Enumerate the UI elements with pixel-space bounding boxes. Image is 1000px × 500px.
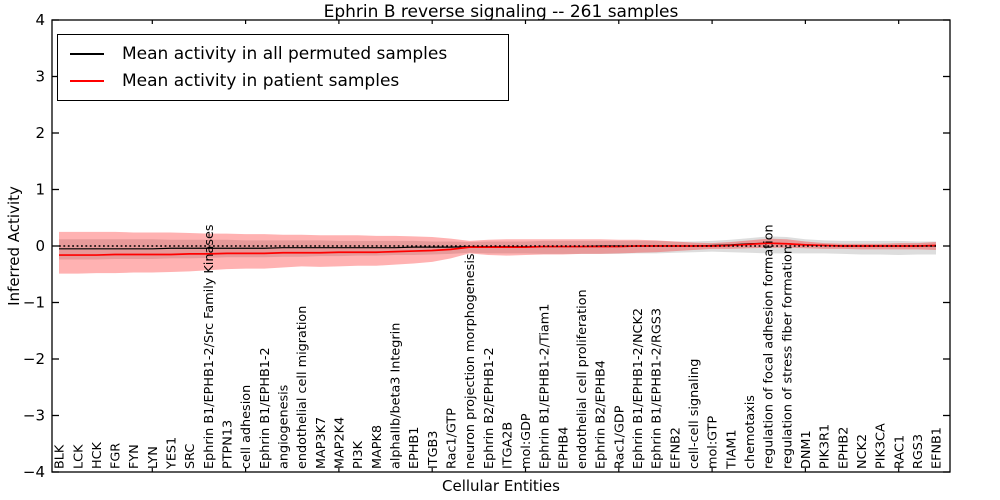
category-label: endothelial cell migration (295, 306, 310, 469)
category-label: cell adhesion (239, 385, 254, 469)
svg-text:1: 1 (35, 181, 45, 199)
category-label: FYN (127, 444, 142, 469)
category-label: FGR (109, 443, 124, 469)
category-label: PTPN13 (221, 420, 236, 469)
category-label: EPHB1 (407, 427, 422, 469)
category-label: regulation of focal adhesion formation (762, 224, 777, 469)
category-label: Ephrin B1/EPHB1-2/NCK2 (631, 308, 646, 469)
category-label: ITGB3 (426, 431, 441, 469)
category-label: Rac1/GTP (444, 408, 459, 469)
permuted-line-swatch (70, 53, 104, 55)
category-label: YES1 (165, 437, 180, 470)
legend-entry-permuted: Mean activity in all permuted samples (70, 44, 498, 64)
svg-text:3: 3 (35, 68, 45, 86)
patient-line-swatch (70, 80, 104, 82)
category-label: MAPK8 (370, 425, 385, 469)
legend-entry-patient: Mean activity in patient samples (70, 71, 498, 91)
category-label: neuron projection morphogenesis (463, 253, 478, 469)
category-label: Ephrin B2/EPHB1-2 (482, 347, 497, 469)
category-label: PI3K (351, 440, 366, 469)
category-label: alphaIIb/beta3 Integrin (388, 323, 403, 469)
category-label: DNM1 (799, 430, 814, 469)
svg-text:4: 4 (35, 11, 45, 29)
category-label: mol:GTP (706, 416, 721, 469)
y-axis-label: Inferred Activity (5, 186, 23, 306)
category-label: chemotaxis (743, 395, 758, 469)
category-label: RGS3 (911, 434, 926, 469)
svg-text:0: 0 (35, 237, 45, 255)
category-label: Ephrin B1/EPHB1-2/Tiam1 (538, 304, 553, 469)
legend: Mean activity in all permuted samples Me… (57, 34, 509, 101)
svg-text:−1: −1 (23, 294, 45, 312)
category-label: regulation of stress fiber formation (780, 246, 795, 469)
category-label: PIK3R1 (818, 424, 833, 469)
category-label: mol:GDP (519, 413, 534, 469)
category-label: angiogenesis (277, 384, 292, 469)
legend-label: Mean activity in patient samples (122, 71, 400, 91)
category-label: LCK (71, 444, 86, 469)
category-label: NCK2 (855, 434, 870, 469)
category-label: MAP3K7 (314, 417, 329, 469)
chart-title: Ephrin B reverse signaling -- 261 sample… (323, 2, 679, 22)
category-label: EFNB2 (668, 427, 683, 469)
category-label: endothelial cell proliferation (575, 289, 590, 469)
category-label: EPHB2 (836, 427, 851, 469)
category-label: SRC (183, 444, 198, 469)
category-label: cell-cell signaling (687, 359, 702, 469)
category-label: LYN (146, 446, 161, 469)
category-label: BLK (53, 444, 68, 469)
category-label: Ephrin B1/EPHB1-2/RGS3 (650, 308, 665, 469)
category-label: PIK3CA (874, 423, 889, 469)
svg-text:2: 2 (35, 124, 45, 142)
category-label: EPHB4 (556, 427, 571, 469)
svg-text:−4: −4 (23, 463, 45, 481)
category-label: Rac1/GDP (612, 405, 627, 469)
category-label: EFNB1 (930, 427, 945, 469)
category-label: HCK (90, 441, 105, 469)
category-label: Ephrin B1/EPHB1-2 (258, 347, 273, 469)
category-label: Ephrin B2/EPHB4 (594, 360, 609, 469)
category-label: RAC1 (892, 435, 907, 469)
legend-label: Mean activity in all permuted samples (122, 44, 448, 64)
category-label: Ephrin B1/EPHB1-2/Src Family Kinases (202, 224, 217, 469)
category-label: TIAM1 (724, 429, 739, 470)
x-axis-label: Cellular Entities (442, 477, 560, 495)
svg-text:−3: −3 (23, 407, 45, 425)
svg-text:−2: −2 (23, 350, 45, 368)
category-label: ITGA2B (500, 422, 515, 469)
category-label: MAP2K4 (332, 417, 347, 469)
